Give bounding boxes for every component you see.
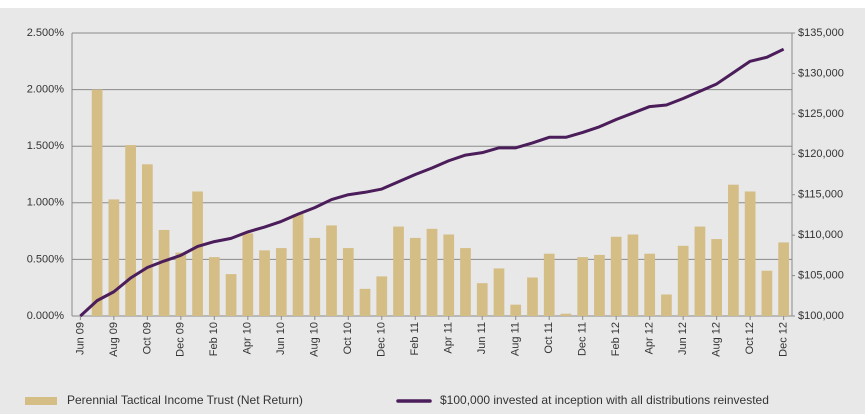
bar (661, 294, 672, 316)
bar (309, 237, 321, 316)
x-tick-label: Feb 12 (610, 322, 622, 356)
bar (393, 226, 404, 316)
y-tick-label: 2.000% (27, 84, 65, 96)
bar (141, 164, 153, 316)
bar (527, 277, 538, 316)
bar (108, 199, 120, 316)
bar (175, 252, 187, 316)
bar (443, 234, 455, 316)
x-tick-label: Oct 10 (342, 322, 354, 354)
bar (744, 191, 756, 316)
legend-label: $100,000 invested at inception with all … (440, 393, 769, 407)
line (79, 47, 785, 318)
legend: Perennial Tactical Income Trust (Net Ret… (25, 393, 769, 407)
x-tick-label: Jun 09 (74, 322, 86, 355)
legend-swatch (25, 397, 57, 405)
x-tick-label: Dec 09 (175, 322, 187, 357)
bar (577, 257, 589, 316)
y2-tick-label: $125,000 (798, 108, 844, 120)
x-tick-label: Dec 12 (778, 322, 790, 357)
x-tick-label: Oct 12 (744, 322, 756, 354)
bar (711, 239, 723, 316)
bar (426, 228, 438, 316)
x-tick-label: Apr 10 (242, 322, 254, 354)
x-tick-label: Aug 11 (510, 322, 522, 356)
x-tick-label: Aug 12 (711, 322, 723, 357)
bar (91, 89, 103, 316)
y-tick-label: 1.000% (27, 197, 65, 209)
x-tick-label: Feb 10 (208, 322, 220, 356)
y-tick-label: 1.500% (27, 140, 65, 152)
y-tick-label: 0.000% (27, 310, 65, 322)
bar (510, 304, 522, 316)
y2-tick-label: $105,000 (798, 269, 844, 281)
x-tick-label: Jun 12 (677, 322, 689, 355)
bar (326, 225, 337, 316)
x-tick-label: Aug 09 (108, 322, 120, 357)
bar (493, 268, 505, 316)
y-tick-label: 2.500% (27, 27, 65, 39)
bar (242, 233, 254, 316)
bar (560, 313, 572, 316)
y2-tick-label: $135,000 (798, 27, 844, 39)
bar (460, 248, 471, 316)
x-tick-label: Aug 10 (309, 322, 321, 357)
y2-tick-label: $115,000 (798, 189, 843, 201)
y2-tick-label: $120,000 (798, 148, 844, 160)
x-tick-label: Oct 09 (141, 322, 153, 354)
x-tick-label: Apr 11 (443, 322, 455, 354)
bar (627, 234, 639, 316)
y2-tick-label: $130,000 (798, 67, 844, 79)
bar (543, 253, 555, 316)
y2-tick-label: $110,000 (798, 229, 843, 241)
x-tick-label: Jun 10 (275, 322, 287, 355)
bar (728, 184, 739, 316)
x-tick-label: Apr 12 (644, 322, 656, 354)
x-tick-label: Oct 11 (543, 322, 555, 354)
bar (644, 253, 656, 316)
y2-tick-label: $100,000 (798, 310, 844, 322)
bar (259, 250, 270, 316)
bar (225, 274, 237, 316)
bar (677, 245, 689, 316)
bar (778, 242, 789, 316)
x-tick-label: Jun 11 (476, 322, 488, 354)
bar (694, 226, 706, 316)
bar (359, 288, 371, 316)
bar (342, 248, 354, 316)
bar (192, 191, 203, 316)
x-tick-label: Dec 10 (376, 322, 388, 357)
bar (409, 237, 421, 316)
legend-label: Perennial Tactical Income Trust (Net Ret… (67, 393, 303, 407)
bar (292, 214, 304, 316)
bar (376, 276, 388, 316)
bar (610, 236, 622, 316)
bar (594, 254, 605, 316)
bar (761, 270, 773, 316)
bar (158, 229, 170, 316)
bar (125, 145, 136, 316)
y-tick-label: 0.500% (27, 253, 65, 265)
bar (208, 257, 220, 316)
bar (476, 283, 488, 316)
x-tick-label: Dec 11 (577, 322, 589, 356)
bar (275, 248, 287, 316)
x-tick-label: Feb 11 (409, 322, 421, 355)
